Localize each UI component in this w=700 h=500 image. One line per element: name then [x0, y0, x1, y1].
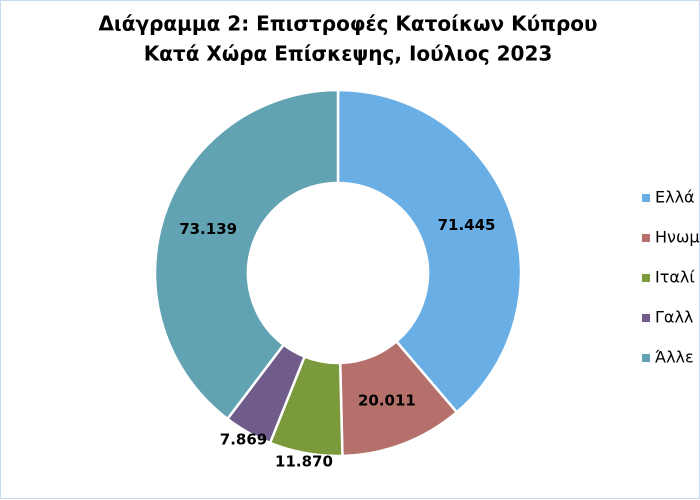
chart-title: Διάγραμμα 2: Επιστροφές Κατοίκων Κύπρου: [98, 12, 597, 36]
chart-title: Κατά Χώρα Επίσκεψης, Ιούλιος 2023: [144, 42, 553, 66]
donut-slice: [336, 88, 523, 414]
legend-marker: [642, 274, 650, 282]
legend-label: Ηνωμ: [655, 228, 700, 247]
data-label: 71.445: [438, 216, 496, 234]
legend-marker: [642, 314, 650, 322]
legend-label: Γαλλ: [655, 308, 693, 327]
legend-label: Ιταλί: [655, 268, 695, 287]
data-label: 20.011: [358, 391, 416, 409]
data-label: 73.139: [179, 220, 237, 238]
donut-slice: [153, 88, 340, 421]
legend-marker: [642, 194, 650, 202]
legend-label: Ελλά: [655, 188, 695, 207]
legend-marker: [642, 234, 650, 242]
legend-marker: [642, 354, 650, 362]
data-label: 7.869: [220, 431, 267, 449]
data-label: 11.870: [275, 452, 333, 470]
legend-label: Άλλε: [655, 348, 694, 367]
